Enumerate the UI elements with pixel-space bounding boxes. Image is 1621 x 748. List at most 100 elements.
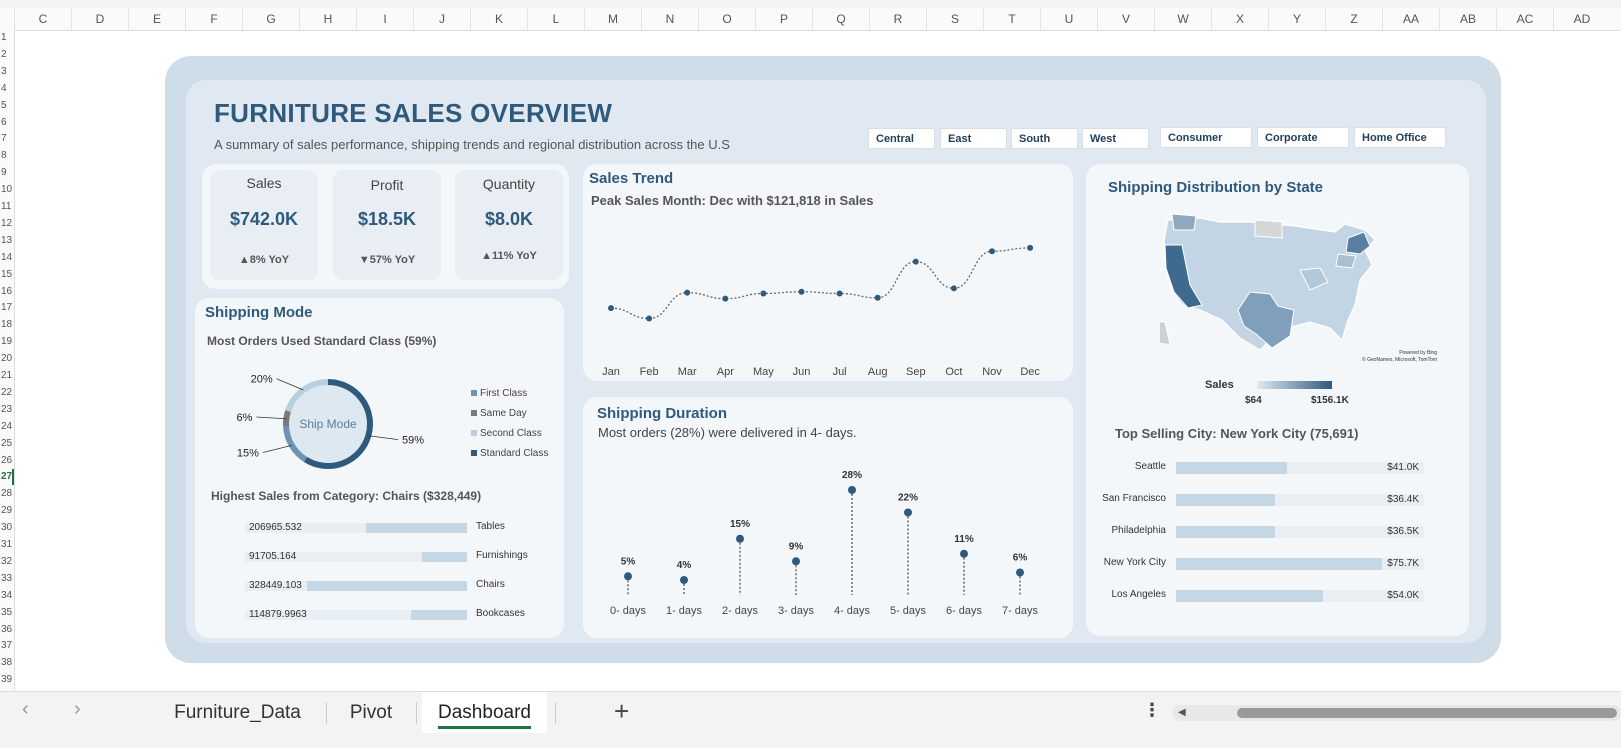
- column-header[interactable]: L: [527, 8, 584, 30]
- sales-trend-point[interactable]: [836, 290, 843, 297]
- column-header[interactable]: O: [698, 8, 755, 30]
- scrollbar-left-arrow-icon[interactable]: ◀: [1178, 707, 1186, 718]
- row-header[interactable]: 5: [1, 99, 7, 111]
- category-bar[interactable]: 206965.532: [245, 522, 467, 533]
- slicer-segment-corporate[interactable]: Corporate: [1257, 127, 1349, 148]
- column-header[interactable]: S: [926, 8, 983, 30]
- row-header[interactable]: 36: [1, 623, 13, 635]
- sales-trend-point[interactable]: [874, 294, 881, 301]
- slicer-region-west[interactable]: West: [1082, 128, 1149, 149]
- city-bar[interactable]: $36.5K: [1176, 526, 1424, 538]
- sales-trend-point[interactable]: [608, 305, 614, 312]
- category-bar[interactable]: 91705.164: [245, 551, 467, 562]
- row-header[interactable]: 34: [1, 589, 13, 601]
- slicer-segment-home-office[interactable]: Home Office: [1354, 127, 1446, 148]
- duration-point[interactable]: [624, 572, 632, 581]
- tab-dashboard[interactable]: Dashboard: [422, 692, 547, 733]
- column-header[interactable]: K: [470, 8, 527, 30]
- sales-trend-point[interactable]: [798, 288, 805, 295]
- scroll-right-icon[interactable]: ›: [74, 698, 81, 720]
- donut-slice[interactable]: [303, 379, 373, 469]
- row-header[interactable]: 23: [1, 403, 13, 415]
- row-header[interactable]: 33: [1, 572, 13, 584]
- column-header[interactable]: X: [1211, 8, 1268, 30]
- duration-point[interactable]: [736, 534, 744, 543]
- row-header[interactable]: 25: [1, 437, 13, 449]
- sales-trend-point[interactable]: [912, 258, 919, 265]
- state-north-dakota[interactable]: [1254, 219, 1283, 239]
- row-header[interactable]: 16: [1, 285, 13, 297]
- duration-point[interactable]: [960, 549, 968, 558]
- row-header[interactable]: 15: [1, 268, 13, 280]
- row-header[interactable]: 8: [1, 150, 7, 162]
- column-header[interactable]: R: [869, 8, 926, 30]
- sales-trend-point[interactable]: [1027, 244, 1034, 251]
- duration-point[interactable]: [848, 486, 856, 494]
- row-header[interactable]: 37: [1, 640, 13, 652]
- sales-trend-point[interactable]: [722, 295, 729, 302]
- column-header[interactable]: P: [755, 8, 812, 30]
- row-header[interactable]: 9: [1, 167, 7, 179]
- row-header[interactable]: 32: [1, 555, 13, 567]
- column-header[interactable]: E: [128, 8, 185, 30]
- duration-point[interactable]: [904, 508, 912, 517]
- sales-trend-point[interactable]: [646, 315, 653, 322]
- sales-trend-point[interactable]: [989, 248, 995, 255]
- sales-trend-point[interactable]: [950, 285, 957, 292]
- column-header[interactable]: AB: [1439, 8, 1496, 30]
- column-header[interactable]: D: [71, 8, 128, 30]
- row-header[interactable]: 38: [1, 657, 13, 669]
- row-header[interactable]: 17: [1, 302, 13, 314]
- column-header[interactable]: Y: [1268, 8, 1325, 30]
- row-header[interactable]: 26: [1, 454, 13, 466]
- scrollbar-thumb[interactable]: [1237, 708, 1617, 718]
- state-kentucky[interactable]: [1299, 267, 1329, 291]
- city-bar[interactable]: $36.4K: [1176, 494, 1424, 506]
- column-header[interactable]: AD: [1553, 8, 1610, 30]
- city-bar[interactable]: $75.7K: [1176, 558, 1424, 570]
- row-header[interactable]: 14: [1, 251, 13, 263]
- sales-trend-point[interactable]: [760, 290, 767, 297]
- state-alaska[interactable]: [1160, 320, 1171, 346]
- city-bar[interactable]: $41.0K: [1176, 462, 1424, 474]
- donut-slice[interactable]: [283, 426, 308, 462]
- row-header[interactable]: 3: [1, 65, 7, 77]
- row-header[interactable]: 20: [1, 353, 13, 365]
- row-header[interactable]: 10: [1, 184, 13, 196]
- column-header[interactable]: I: [356, 8, 413, 30]
- column-header[interactable]: H: [299, 8, 356, 30]
- state-texas[interactable]: [1237, 291, 1295, 349]
- row-header[interactable]: 21: [1, 370, 13, 381]
- column-header[interactable]: W: [1154, 8, 1211, 30]
- row-header[interactable]: 27: [0, 469, 14, 486]
- column-header[interactable]: AA: [1382, 8, 1439, 30]
- row-header[interactable]: 2: [1, 48, 7, 60]
- row-header[interactable]: 35: [1, 606, 13, 618]
- column-header[interactable]: C: [14, 8, 71, 30]
- category-bar[interactable]: 114879.9963: [245, 609, 467, 620]
- add-sheet-icon[interactable]: +: [614, 696, 630, 726]
- row-header[interactable]: 29: [1, 505, 13, 517]
- donut-slice[interactable]: [283, 410, 291, 427]
- column-header[interactable]: M: [584, 8, 641, 30]
- more-options-icon[interactable]: ⋮: [1143, 700, 1161, 720]
- city-bar[interactable]: $54.0K: [1176, 590, 1424, 602]
- column-header[interactable]: U: [1040, 8, 1097, 30]
- duration-point[interactable]: [792, 557, 800, 566]
- duration-point[interactable]: [680, 576, 688, 584]
- row-header[interactable]: 4: [1, 82, 7, 94]
- row-header[interactable]: 30: [1, 522, 13, 534]
- row-header[interactable]: 1: [1, 32, 7, 43]
- duration-point[interactable]: [1016, 568, 1024, 577]
- row-header[interactable]: 7: [1, 133, 7, 145]
- slicer-region-central[interactable]: Central: [868, 128, 935, 149]
- slicer-segment-consumer[interactable]: Consumer: [1160, 127, 1252, 148]
- row-header[interactable]: 11: [1, 201, 12, 212]
- category-bar[interactable]: 328449.103: [245, 580, 467, 591]
- column-header[interactable]: G: [242, 8, 299, 30]
- column-header[interactable]: Z: [1325, 8, 1382, 30]
- state-pennsylvania[interactable]: [1335, 253, 1357, 269]
- tab-furniture-data[interactable]: Furniture_Data: [160, 692, 315, 733]
- row-header[interactable]: 12: [1, 217, 13, 229]
- row-header[interactable]: 19: [1, 336, 13, 348]
